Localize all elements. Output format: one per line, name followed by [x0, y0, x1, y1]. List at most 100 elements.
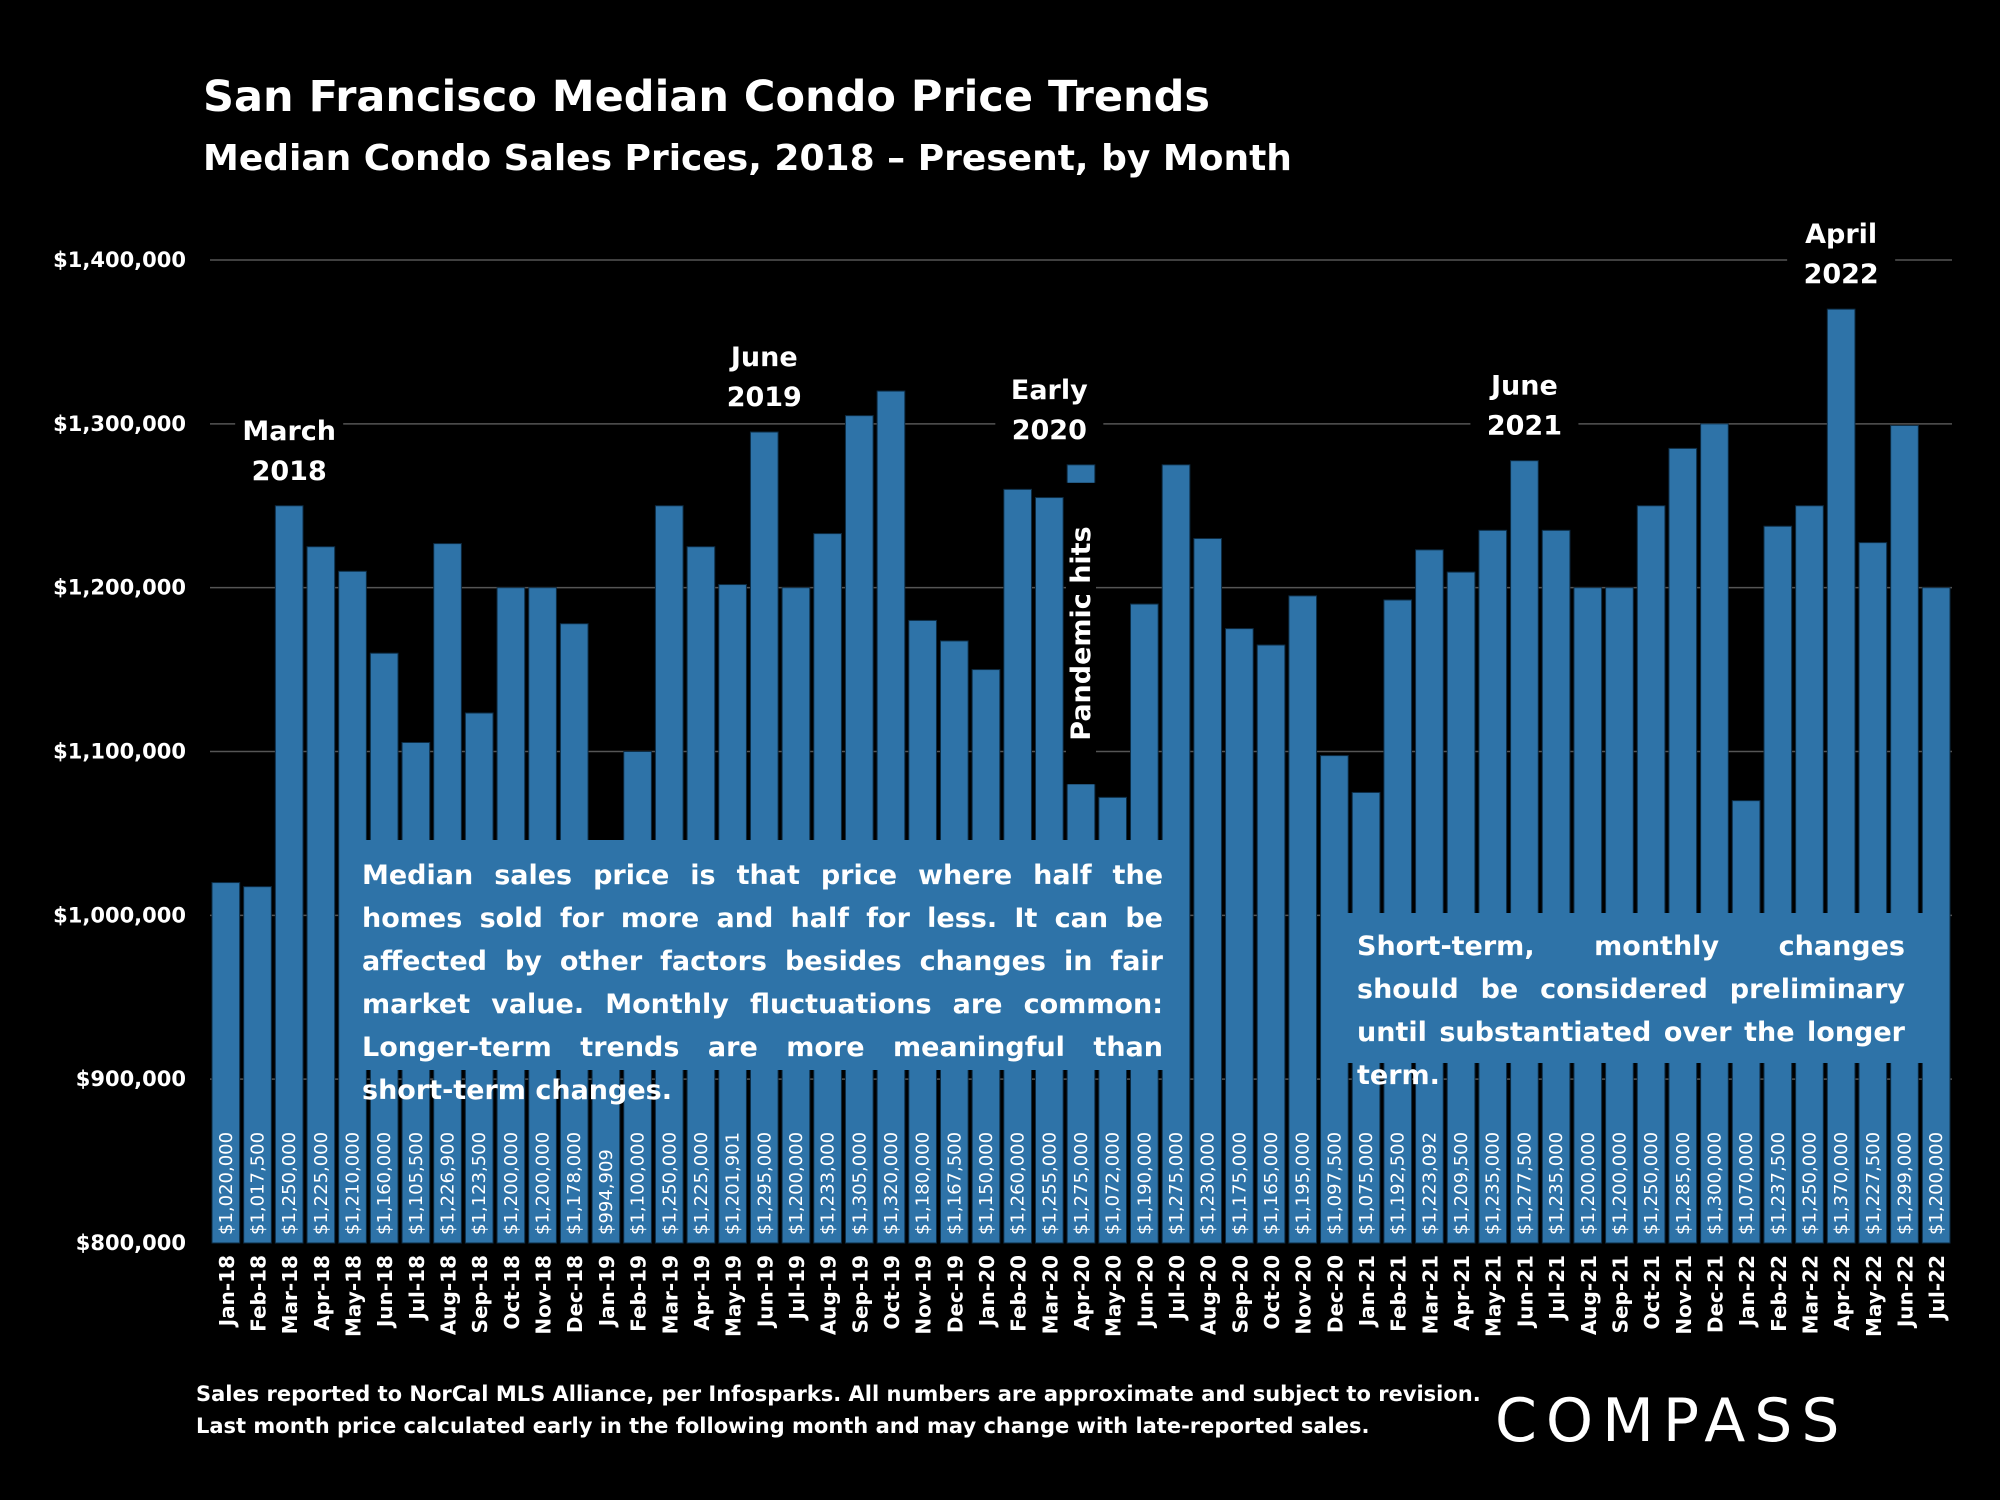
- x-tick-label: Jan-18: [215, 1255, 239, 1328]
- x-tick-label: Mar-21: [1418, 1255, 1442, 1334]
- data-label: $1,070,000: [1736, 1132, 1757, 1235]
- median-note-box: Median sales price is that price where h…: [340, 840, 1185, 1106]
- bar: [1858, 542, 1888, 1244]
- chart-title: San Francisco Median Condo Price Trends: [203, 72, 1210, 122]
- y-tick-label: $800,000: [76, 1231, 186, 1255]
- bar: [1415, 549, 1444, 1244]
- data-label: $1,020,000: [216, 1132, 237, 1235]
- data-label: $1,209,500: [1451, 1132, 1472, 1235]
- x-tick-label: Mar-19: [658, 1255, 682, 1334]
- x-tick-label: Apr-21: [1450, 1255, 1474, 1331]
- data-label: $1,200,000: [1609, 1132, 1630, 1235]
- data-label: $1,165,000: [1261, 1132, 1282, 1235]
- x-tick-label: Dec-20: [1323, 1255, 1347, 1333]
- data-label: $1,250,000: [1799, 1132, 1820, 1235]
- bar: [1225, 628, 1254, 1244]
- data-label: $1,225,000: [311, 1132, 332, 1235]
- data-label: $1,305,000: [849, 1132, 870, 1235]
- x-tick-label: Jan-20: [975, 1255, 999, 1328]
- bar: [1668, 447, 1698, 1244]
- x-tick-label: Mar-20: [1038, 1255, 1062, 1334]
- chart-subtitle: Median Condo Sales Prices, 2018 – Presen…: [203, 138, 1292, 179]
- data-label: $1,233,000: [818, 1132, 839, 1235]
- x-tick-label: Jun-19: [753, 1255, 777, 1329]
- data-label: $1,235,000: [1483, 1132, 1504, 1235]
- annotation-backdrop: [710, 334, 819, 415]
- x-tick-label: Sep-19: [848, 1255, 872, 1333]
- annotation-backdrop: [1787, 211, 1896, 292]
- data-label: $1,200,000: [1926, 1132, 1947, 1235]
- x-tick-label: May-20: [1102, 1255, 1126, 1337]
- data-label: $1,105,500: [406, 1132, 427, 1235]
- bar: [1921, 587, 1951, 1244]
- x-tick-label: Jun-22: [1893, 1255, 1917, 1329]
- x-tick-label: Aug-18: [437, 1255, 461, 1335]
- annotation-backdrop: [1066, 482, 1096, 785]
- annotation-backdrop: [995, 366, 1104, 447]
- annotation-label: 2019: [727, 382, 802, 413]
- x-tick-label: Feb-21: [1387, 1255, 1411, 1332]
- x-tick-label: Jul-22: [1925, 1255, 1949, 1322]
- data-label: $1,226,900: [438, 1132, 459, 1235]
- data-label: $1,200,000: [786, 1132, 807, 1235]
- x-tick-label: Mar-18: [278, 1255, 302, 1334]
- y-tick-label: $1,100,000: [53, 740, 186, 764]
- x-tick-label: Apr-20: [1070, 1255, 1094, 1331]
- data-label: $1,100,000: [628, 1132, 649, 1235]
- data-label: $1,250,000: [279, 1132, 300, 1235]
- shortterm-note-box: Short-term, monthly changes should be co…: [1335, 913, 1927, 1091]
- bar: [1890, 424, 1919, 1244]
- bar: [1636, 505, 1666, 1244]
- x-tick-label: Aug-20: [1197, 1255, 1221, 1335]
- data-label: $1,200,000: [1578, 1132, 1599, 1235]
- annotation-label: June: [1489, 371, 1558, 402]
- data-label: $1,123,500: [469, 1132, 490, 1235]
- x-tick-label: Sep-21: [1608, 1255, 1632, 1333]
- bar: [1510, 460, 1539, 1244]
- data-label: $1,223,092: [1419, 1132, 1440, 1235]
- x-tick-label: Oct-20: [1260, 1255, 1284, 1330]
- annotation-backdrop: [1470, 362, 1579, 443]
- x-tick-label: Oct-21: [1640, 1255, 1664, 1330]
- x-tick-label: Mar-22: [1798, 1255, 1822, 1334]
- x-tick-label: Sep-18: [468, 1255, 492, 1333]
- x-tick-label: Jun-18: [373, 1255, 397, 1329]
- footer-line-1: Sales reported to NorCal MLS Alliance, p…: [196, 1382, 1481, 1406]
- bar: [1288, 595, 1318, 1244]
- data-label: $1,192,500: [1388, 1132, 1409, 1235]
- bar: [1446, 571, 1476, 1244]
- x-tick-label: Feb-22: [1767, 1255, 1791, 1332]
- data-label: $1,227,500: [1863, 1132, 1884, 1235]
- annotation-label: Early: [1011, 375, 1088, 406]
- compass-logo: COMPASS: [1495, 1386, 1849, 1456]
- data-label: $1,150,000: [976, 1132, 997, 1235]
- x-tick-label: Feb-20: [1007, 1255, 1031, 1332]
- data-label: $1,167,500: [944, 1132, 965, 1235]
- data-label: $1,260,000: [1008, 1132, 1029, 1235]
- x-tick-label: Nov-18: [532, 1255, 556, 1335]
- bar: [844, 415, 874, 1244]
- y-tick-label: $1,200,000: [53, 576, 186, 600]
- x-tick-label: Jan-21: [1355, 1255, 1379, 1328]
- annotation-label: March: [242, 416, 336, 447]
- data-label: $1,275,000: [1071, 1132, 1092, 1235]
- x-tick-label: May-22: [1862, 1255, 1886, 1337]
- x-tick-label: Jan-19: [595, 1255, 619, 1328]
- data-label: $1,178,000: [564, 1132, 585, 1235]
- data-label: $1,190,000: [1134, 1132, 1155, 1235]
- data-label: $1,195,000: [1293, 1132, 1314, 1235]
- x-tick-label: Jul-20: [1165, 1255, 1189, 1322]
- bar: [211, 882, 241, 1244]
- data-label: $1,075,000: [1356, 1132, 1377, 1235]
- data-label: $1,250,000: [659, 1132, 680, 1235]
- footer-line-2: Last month price calculated early in the…: [196, 1414, 1370, 1438]
- bar: [1826, 308, 1856, 1244]
- bar: [274, 505, 304, 1244]
- data-label: $1,250,000: [1641, 1132, 1662, 1235]
- x-tick-label: Dec-21: [1703, 1255, 1727, 1333]
- data-label: $1,225,000: [691, 1132, 712, 1235]
- x-tick-label: Jul-21: [1545, 1255, 1569, 1322]
- x-tick-label: Apr-22: [1830, 1255, 1854, 1331]
- y-tick-label: $1,400,000: [53, 248, 186, 272]
